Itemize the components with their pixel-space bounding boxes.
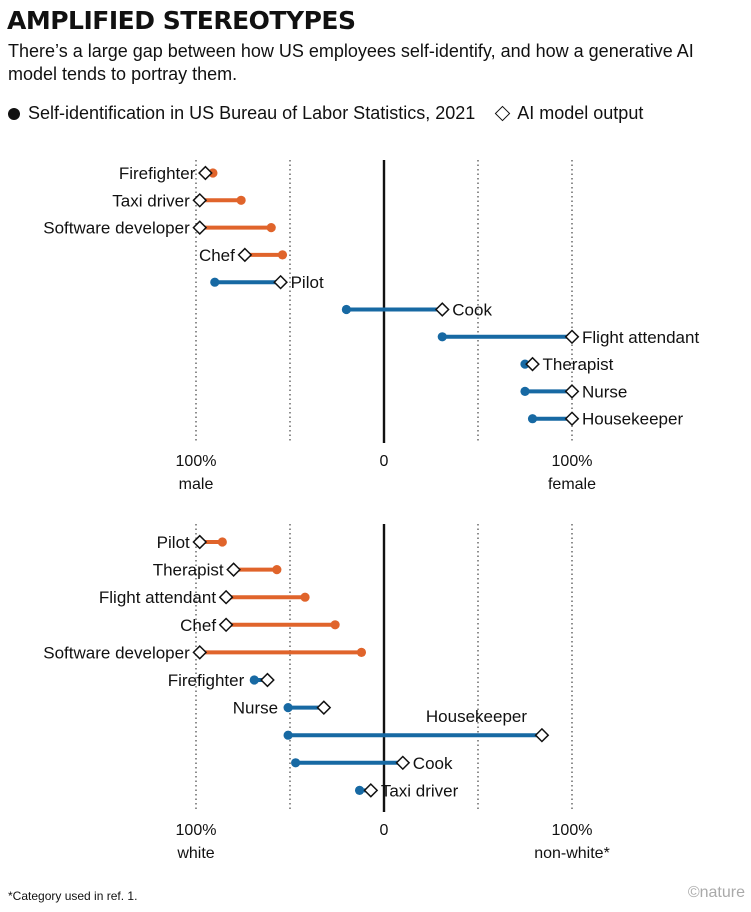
occupation-label: Software developer bbox=[43, 643, 190, 662]
legend-dot-icon bbox=[8, 107, 20, 120]
occupation-label: Taxi driver bbox=[381, 781, 459, 800]
occupation-label: Nurse bbox=[582, 382, 627, 401]
legend: Self-identification in US Bureau of Labo… bbox=[8, 103, 643, 124]
bls-point bbox=[283, 730, 293, 740]
axis-end-label: female bbox=[548, 476, 596, 493]
bls-point bbox=[437, 332, 447, 342]
ai-point bbox=[192, 645, 208, 660]
occupation-label: Flight attendant bbox=[582, 328, 699, 347]
occupation-label: Chef bbox=[199, 246, 235, 265]
ai-point bbox=[226, 562, 241, 577]
bls-point bbox=[217, 537, 227, 547]
bls-point bbox=[527, 414, 538, 424]
bls-point bbox=[520, 386, 530, 396]
footnote: *Category used in ref. 1. bbox=[8, 889, 138, 903]
legend-label-bls: Self-identification in US Bureau of Labo… bbox=[28, 103, 476, 123]
occupation-label: Firefighter bbox=[168, 671, 245, 690]
ai-point bbox=[316, 700, 332, 715]
bls-point bbox=[354, 785, 365, 796]
axis-end-label: male bbox=[179, 476, 214, 493]
bls-point bbox=[291, 758, 301, 768]
ai-point bbox=[237, 247, 253, 263]
ai-point bbox=[273, 274, 288, 290]
occupation-label: Cook bbox=[413, 754, 453, 773]
bls-point bbox=[283, 703, 293, 713]
ai-point bbox=[564, 329, 580, 345]
occupation-label: Housekeeper bbox=[582, 410, 683, 429]
ai-point bbox=[363, 783, 379, 798]
ai-point bbox=[218, 589, 234, 605]
bls-point bbox=[272, 565, 282, 575]
bls-point bbox=[236, 195, 246, 205]
occupation-label: Flight attendant bbox=[99, 588, 216, 607]
occupation-label: Housekeeper bbox=[426, 707, 527, 726]
axis-end-label: white bbox=[176, 845, 214, 862]
legend-label-ai: AI model output bbox=[517, 103, 644, 123]
chart-title: AMPLIFIED STEREOTYPES bbox=[7, 6, 356, 35]
tick-label: 100% bbox=[176, 822, 217, 839]
ai-point bbox=[198, 165, 213, 181]
ai-point bbox=[192, 534, 208, 550]
ai-point bbox=[534, 727, 550, 743]
chart-subtitle: There’s a large gap between how US emplo… bbox=[8, 41, 694, 84]
tick-label: 100% bbox=[176, 453, 217, 470]
occupation-label: Firefighter bbox=[119, 164, 196, 183]
occupation-label: Software developer bbox=[43, 219, 190, 238]
occupation-label: Cook bbox=[452, 301, 492, 320]
ai-point bbox=[192, 220, 208, 235]
ai-point bbox=[260, 672, 275, 688]
bls-point bbox=[520, 359, 530, 369]
bls-point bbox=[266, 223, 276, 233]
tick-label: 0 bbox=[380, 822, 389, 839]
tick-label: 100% bbox=[552, 822, 593, 839]
occupation-label: Pilot bbox=[291, 273, 324, 292]
axis-end-label: non-white* bbox=[534, 845, 610, 862]
occupation-label: Chef bbox=[180, 616, 216, 635]
ai-point bbox=[218, 617, 234, 633]
dumbbell-charts: 100% male 0 100% female Firefighter Taxi drive… bbox=[43, 160, 699, 862]
ai-point bbox=[525, 356, 540, 372]
ai-point bbox=[192, 192, 208, 208]
occupation-label: Taxi driver bbox=[112, 191, 190, 210]
occupation-label: Therapist bbox=[153, 561, 224, 580]
bls-point bbox=[356, 647, 367, 658]
ai-point bbox=[434, 302, 450, 317]
occupation-label: Nurse bbox=[233, 699, 278, 718]
bls-point bbox=[277, 250, 288, 260]
bls-point bbox=[249, 675, 259, 685]
tick-label: 100% bbox=[552, 453, 593, 470]
tick-label: 0 bbox=[380, 453, 389, 470]
ai-point bbox=[395, 755, 411, 771]
bls-point bbox=[341, 304, 351, 315]
occupation-label: Therapist bbox=[543, 355, 614, 374]
occupation-label: Pilot bbox=[157, 533, 190, 552]
bls-point bbox=[330, 620, 340, 630]
nature-credit: ©nature bbox=[687, 884, 745, 901]
legend-item-ai: AI model output bbox=[475, 103, 643, 124]
bls-point bbox=[210, 277, 220, 287]
bls-point bbox=[208, 168, 218, 178]
ai-point bbox=[564, 384, 580, 399]
ai-point bbox=[564, 411, 580, 427]
legend-item-bls: Self-identification in US Bureau of Labo… bbox=[8, 103, 475, 124]
bls-point bbox=[300, 592, 310, 602]
